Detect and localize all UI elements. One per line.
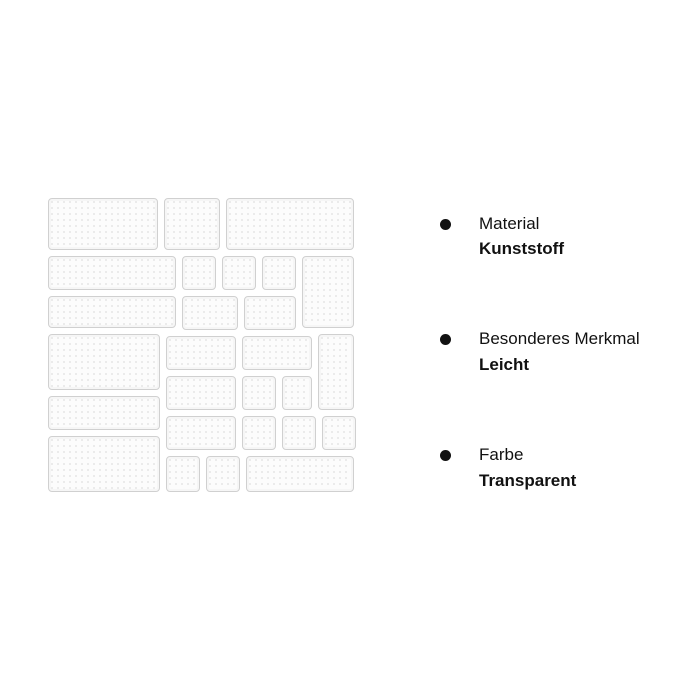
attribute-list: Material Kunststoff Besonderes Merkmal L…: [440, 208, 640, 493]
organizer-box: [182, 296, 238, 330]
organizer-box: [222, 256, 256, 290]
organizer-box: [262, 256, 296, 290]
attribute-row-feature: Besonderes Merkmal Leicht: [440, 327, 640, 377]
organizer-box: [302, 256, 354, 328]
attribute-text: Farbe Transparent: [479, 443, 576, 493]
attribute-row-material: Material Kunststoff: [440, 212, 640, 262]
organizer-box: [166, 376, 236, 410]
organizer-box: [48, 256, 176, 290]
organizer-box: [226, 198, 354, 250]
product-attribute-panel: Material Kunststoff Besonderes Merkmal L…: [0, 0, 700, 700]
organizer-box: [48, 296, 176, 328]
organizer-box: [206, 456, 240, 492]
organizer-box: [164, 198, 220, 250]
attribute-value: Kunststoff: [479, 237, 564, 261]
organizer-box: [318, 334, 354, 410]
attribute-label: Besonderes Merkmal: [479, 327, 640, 351]
organizer-box: [242, 336, 312, 370]
organizer-box: [48, 436, 160, 492]
bullet-icon: [440, 450, 451, 461]
attribute-text: Material Kunststoff: [479, 212, 564, 262]
attribute-label: Material: [479, 212, 564, 236]
organizer-box: [246, 456, 354, 492]
organizer-box: [282, 376, 312, 410]
organizer-box: [242, 376, 276, 410]
organizer-box: [182, 256, 216, 290]
bullet-icon: [440, 334, 451, 345]
organizer-box: [242, 416, 276, 450]
organizer-box: [48, 198, 158, 250]
organizer-box: [166, 456, 200, 492]
attribute-text: Besonderes Merkmal Leicht: [479, 327, 640, 377]
attribute-row-color: Farbe Transparent: [440, 443, 640, 493]
organizer-box: [166, 336, 236, 370]
attribute-value: Transparent: [479, 469, 576, 493]
attribute-label: Farbe: [479, 443, 576, 467]
organizer-box: [48, 396, 160, 430]
organizer-box: [282, 416, 316, 450]
organizer-box: [322, 416, 356, 450]
bullet-icon: [440, 219, 451, 230]
attribute-value: Leicht: [479, 353, 640, 377]
organizer-box: [244, 296, 296, 330]
organizer-box: [166, 416, 236, 450]
organizer-box: [48, 334, 160, 390]
product-image: [40, 190, 370, 520]
